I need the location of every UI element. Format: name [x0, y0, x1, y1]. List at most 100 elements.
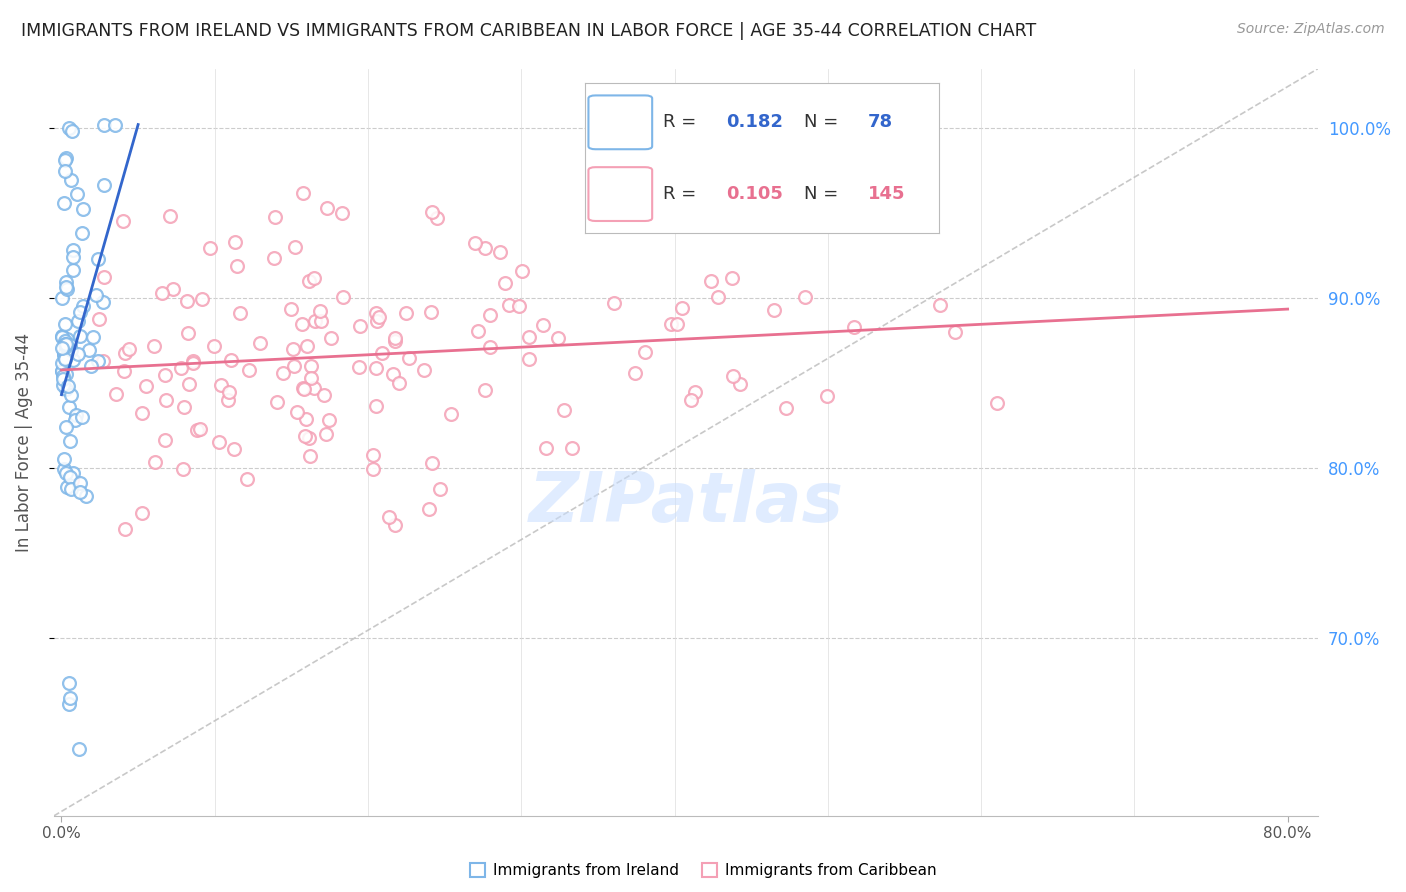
- Point: [517, 351, 540, 366]
- Point: [75, 489, 97, 503]
- Point: [426, 211, 449, 225]
- Point: [53, 164, 76, 178]
- Point: [59, 343, 82, 357]
- Point: [62, 467, 84, 481]
- Point: [381, 367, 404, 381]
- Point: [62, 250, 84, 264]
- Point: [58, 400, 80, 414]
- Point: [202, 338, 225, 352]
- Point: [330, 206, 353, 220]
- Point: [176, 326, 198, 341]
- Point: [52, 346, 75, 360]
- Point: [226, 259, 249, 273]
- Point: [56, 379, 79, 393]
- Point: [762, 303, 785, 318]
- Point: [364, 400, 387, 414]
- Point: [309, 313, 332, 327]
- Point: [55, 337, 77, 351]
- Point: [60, 124, 83, 138]
- Point: [384, 331, 406, 345]
- Point: [93, 270, 115, 285]
- Point: [689, 175, 711, 189]
- Point: [295, 339, 318, 353]
- Point: [263, 210, 285, 224]
- Point: [929, 298, 952, 312]
- Point: [93, 178, 115, 192]
- Point: [294, 429, 316, 443]
- Point: [69, 484, 91, 499]
- Point: [87, 312, 110, 326]
- Point: [66, 314, 89, 328]
- Point: [498, 298, 520, 312]
- Point: [65, 409, 87, 423]
- Point: [51, 356, 73, 370]
- Point: [59, 337, 82, 351]
- Point: [547, 331, 569, 345]
- Point: [55, 151, 77, 165]
- Point: [229, 306, 252, 320]
- Point: [304, 314, 326, 328]
- Point: [159, 209, 181, 223]
- Text: Source: ZipAtlas.com: Source: ZipAtlas.com: [1237, 22, 1385, 37]
- Point: [440, 407, 463, 421]
- Point: [602, 295, 624, 310]
- Point: [114, 522, 136, 536]
- Point: [55, 466, 77, 480]
- Point: [112, 364, 135, 378]
- Point: [266, 395, 288, 409]
- Point: [53, 153, 76, 168]
- Point: [986, 396, 1008, 410]
- Point: [280, 301, 302, 316]
- Point: [53, 196, 76, 211]
- Point: [51, 341, 73, 355]
- Point: [420, 205, 443, 219]
- Point: [318, 413, 340, 427]
- Point: [315, 427, 337, 442]
- Point: [69, 305, 91, 319]
- Text: ZIPatlas: ZIPatlas: [529, 468, 844, 535]
- Point: [517, 330, 540, 344]
- Point: [55, 275, 77, 289]
- Point: [72, 299, 94, 313]
- Point: [508, 299, 530, 313]
- Point: [665, 317, 688, 331]
- Point: [65, 187, 87, 202]
- Point: [114, 345, 136, 359]
- Point: [238, 363, 260, 377]
- Point: [281, 343, 304, 357]
- Point: [207, 434, 229, 449]
- Point: [384, 334, 406, 348]
- Point: [131, 506, 153, 520]
- Point: [60, 388, 83, 402]
- Point: [58, 676, 80, 690]
- Point: [162, 282, 184, 296]
- Point: [62, 243, 84, 257]
- Point: [467, 324, 489, 338]
- Point: [707, 290, 730, 304]
- Point: [298, 431, 321, 445]
- Point: [285, 405, 308, 419]
- Point: [55, 382, 77, 396]
- Point: [219, 352, 242, 367]
- Point: [142, 339, 165, 353]
- Point: [815, 389, 838, 403]
- Point: [150, 285, 173, 300]
- Point: [55, 420, 77, 434]
- Point: [295, 412, 318, 426]
- Point: [479, 340, 502, 354]
- Point: [155, 392, 177, 407]
- Point: [553, 403, 575, 417]
- Point: [368, 310, 391, 324]
- Point: [488, 245, 510, 260]
- Point: [412, 363, 434, 377]
- Legend: Immigrants from Ireland, Immigrants from Caribbean: Immigrants from Ireland, Immigrants from…: [464, 857, 942, 884]
- Point: [176, 293, 198, 308]
- Point: [384, 517, 406, 532]
- Point: [52, 377, 75, 392]
- Point: [53, 351, 76, 366]
- Point: [302, 271, 325, 285]
- Point: [112, 214, 135, 228]
- Point: [186, 423, 208, 437]
- Point: [82, 329, 104, 343]
- Point: [172, 461, 194, 475]
